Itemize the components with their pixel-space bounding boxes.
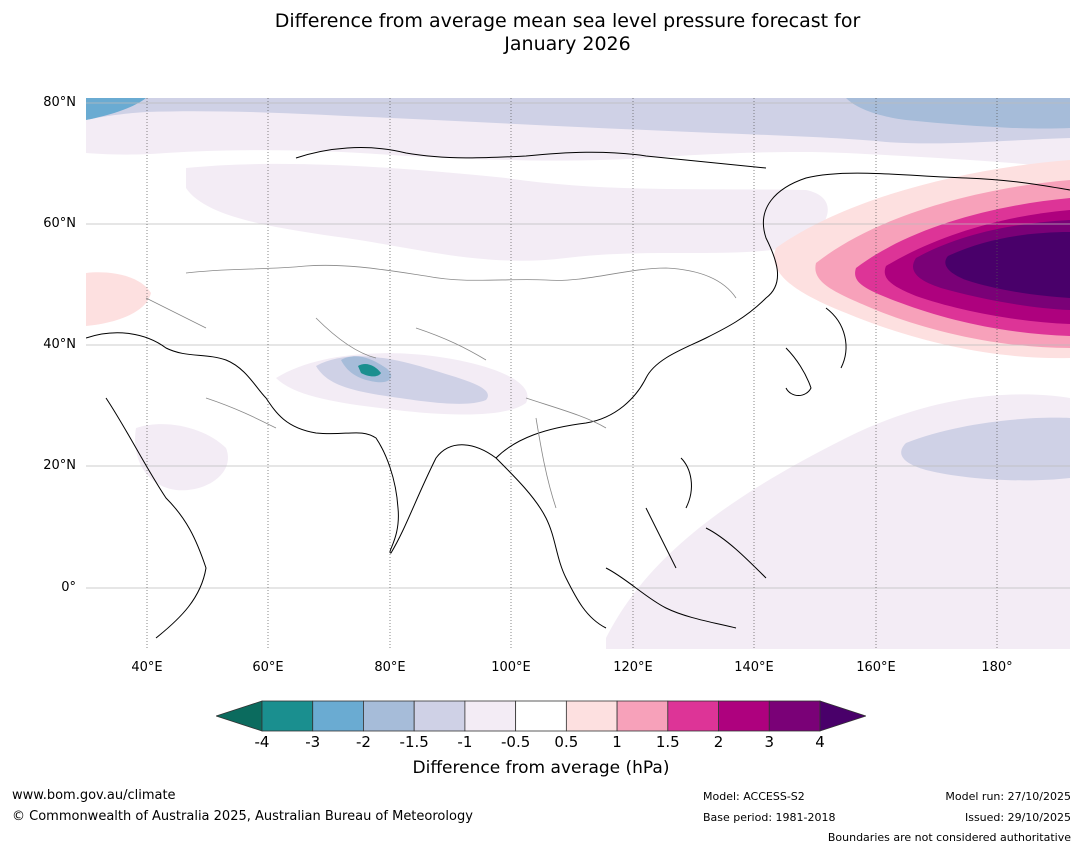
colorbar-high-extend: [819, 700, 866, 732]
lon-label-180: 180°: [981, 660, 1013, 675]
colorbar-segment: [515, 700, 567, 732]
lon-label-40e: 40°E: [131, 660, 163, 675]
website-link[interactable]: www.bom.gov.au/climate: [12, 788, 176, 803]
title-line-1: Difference from average mean sea level p…: [274, 10, 861, 32]
lon-label-120e: 120°E: [613, 660, 653, 675]
atlantic-anomaly: [86, 98, 146, 120]
base-period-text: Base period: 1981-2018: [703, 811, 836, 824]
copyright-text: © Commonwealth of Australia 2025, Austra…: [12, 809, 473, 824]
lat-label-80: 80°N: [43, 95, 76, 110]
europe-positive-anomaly: [86, 272, 151, 326]
arctic-anomaly-strong: [846, 98, 1070, 129]
lat-label-60: 60°N: [43, 216, 76, 231]
arctic-anomaly-mid: [86, 98, 1070, 144]
graticule: [86, 102, 1070, 589]
model-text: Model: ACCESS-S2: [703, 790, 805, 803]
map-canvas: [86, 98, 1070, 649]
pacific-sub-anomaly: [901, 417, 1070, 481]
lon-label-100e: 100°E: [491, 660, 531, 675]
colorbar-tick-label: 1: [612, 733, 622, 751]
siberia-anomaly: [186, 163, 828, 261]
colorbar-segment: [363, 700, 415, 732]
lon-label-160e: 160°E: [856, 660, 896, 675]
title-line-2: January 2026: [504, 33, 631, 55]
colorbar-tick-label: -4: [254, 733, 270, 751]
colorbar-segment: [616, 700, 669, 732]
arabia-anomaly: [135, 424, 228, 491]
npacific-anomaly-4: [945, 232, 1070, 298]
disclaimer-text: Boundaries are not considered authoritat…: [827, 831, 1071, 844]
colorbar-segment: [718, 700, 770, 732]
lon-label-80e: 80°E: [374, 660, 406, 675]
colorbar-tick-label: 1.5: [655, 733, 680, 751]
lon-label-60e: 60°E: [252, 660, 284, 675]
colorbar-tick-label: -1.5: [399, 733, 429, 751]
colorbar-segment: [261, 700, 314, 732]
colorbar-segment: [413, 700, 466, 732]
colorbar-tick-label: -2: [355, 733, 371, 751]
model-run-text: Model run: 27/10/2025: [945, 790, 1071, 803]
issued-text: Issued: 29/10/2025: [964, 811, 1071, 824]
pressure-anomaly-map[interactable]: [86, 98, 1070, 649]
meridians: [146, 98, 998, 649]
lat-label-0: 0°: [61, 580, 76, 595]
coastlines: [86, 147, 1070, 639]
colorbar-segment: [768, 700, 821, 732]
tibet-anomaly-core: [358, 363, 381, 377]
lat-label-20: 20°N: [43, 458, 76, 473]
country-borders: [145, 264, 737, 509]
colorbar-title: Difference from average (hPa): [412, 758, 670, 778]
colorbar-tick-label: -0.5: [500, 733, 531, 751]
colorbar-tick-label: 2: [713, 733, 724, 751]
colorbar-segment: [312, 700, 364, 732]
colorbar-tick-label: 3: [764, 733, 775, 751]
colorbar-segment: [565, 700, 618, 732]
lon-label-140e: 140°E: [734, 660, 774, 675]
colorbar-tick-label: -3: [305, 733, 321, 751]
colorbar: [216, 700, 866, 732]
colorbar-tick-label: 4: [815, 733, 825, 751]
chart-title: Difference from average mean sea level p…: [0, 10, 1081, 56]
colorbar-segment: [667, 700, 719, 732]
colorbar-segment: [464, 700, 517, 732]
colorbar-tick-label: -1: [457, 733, 473, 751]
colorbar-tick-label: 0.5: [554, 733, 579, 751]
lat-label-40: 40°N: [43, 337, 76, 352]
colorbar-low-extend: [216, 700, 263, 732]
colorbar-segments: [261, 700, 821, 732]
